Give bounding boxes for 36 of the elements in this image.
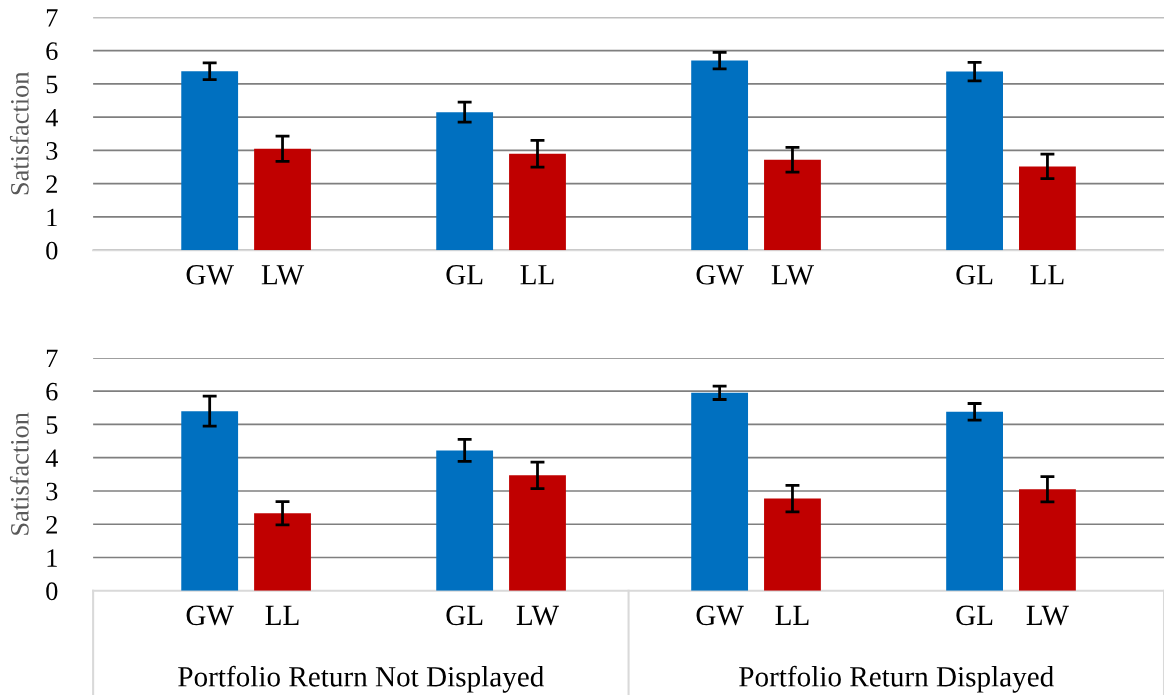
x-tick-label: GL [956, 605, 993, 626]
x-tick-label: GL [956, 265, 993, 285]
x-tick-label: GW [696, 265, 744, 285]
y-axis-title: Satisfaction [9, 412, 29, 535]
text: Portfolio Return Not Displayed [178, 665, 544, 693]
y-tick-label: 6 [46, 382, 58, 401]
y-tick-label: 4 [45, 449, 58, 467]
y-tick-label: 7 [46, 349, 58, 368]
x-tick-label: GW [186, 605, 234, 626]
x-tick-label: GL [446, 605, 483, 626]
y-tick-label: 2 [46, 515, 57, 534]
y-tick-label: 4 [45, 108, 58, 127]
y-tick-label: 5 [46, 416, 58, 434]
x-tick-label: LL [265, 605, 299, 625]
x-tick-label: GL [446, 265, 483, 285]
x-tick-label: LL [1030, 265, 1064, 285]
text: Portfolio Return Displayed [739, 665, 1054, 693]
x-tick-label: LW [516, 605, 560, 626]
y-tick-label: 0 [46, 582, 58, 601]
y-tick-label: 0 [46, 241, 58, 260]
y-tick-label: 2 [46, 175, 57, 193]
y-tick-label: 5 [46, 75, 58, 94]
y-tick-label: 7 [46, 9, 58, 27]
y-tick-label: 1 [47, 208, 57, 227]
y-tick-label: 3 [46, 482, 58, 501]
x-tick-label: GW [186, 265, 234, 285]
y-tick-label: 3 [46, 142, 58, 160]
x-tick-label: LW [261, 265, 305, 285]
y-axis-title: Satisfaction [9, 71, 29, 195]
y-tick-label: 6 [46, 42, 58, 61]
x-tick-label: GW [696, 605, 744, 626]
x-tick-label: LL [520, 265, 554, 285]
x-tick-label: LW [1026, 605, 1069, 626]
x-tick-label: LW [771, 265, 815, 285]
x-tick-label: LL [775, 605, 809, 625]
y-tick-label: 1 [47, 549, 57, 567]
